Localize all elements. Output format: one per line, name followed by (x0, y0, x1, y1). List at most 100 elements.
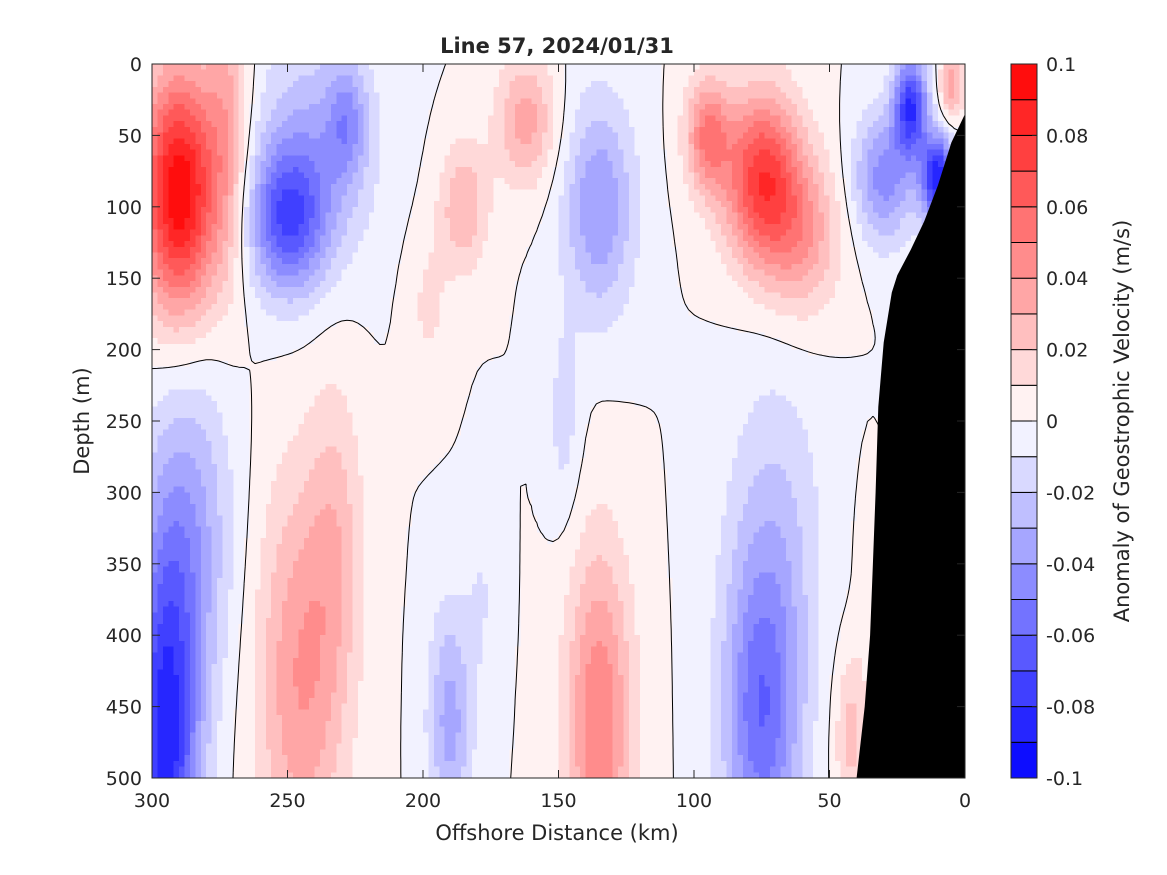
field-cell (710, 218, 717, 225)
field-cell (688, 103, 695, 111)
field-cell (661, 195, 668, 202)
field-cell (395, 235, 402, 242)
field-cell (455, 64, 462, 71)
field-cell (775, 201, 782, 208)
field-cell (189, 218, 196, 225)
field-cell (943, 98, 950, 105)
field-cell (298, 172, 305, 179)
field-cell (292, 115, 299, 122)
field-cell (694, 126, 701, 134)
field-cell (905, 64, 912, 71)
field-cell (238, 201, 245, 208)
field-cell (580, 235, 587, 242)
field-cell (455, 103, 462, 111)
field-cell (721, 69, 728, 77)
field-cell (845, 166, 852, 174)
field-cell (211, 246, 218, 254)
field-cell (553, 229, 560, 236)
field-cell (661, 109, 668, 117)
field-cell (336, 212, 343, 219)
field-cell (650, 183, 657, 191)
field-cell (482, 241, 489, 248)
field-cell (260, 64, 267, 71)
field-cell (330, 235, 337, 242)
field-cell (748, 206, 755, 214)
field-cell (796, 235, 803, 242)
field-cell (444, 218, 451, 225)
field-cell (401, 212, 408, 219)
field-cell (292, 121, 299, 128)
field-cell (683, 206, 690, 214)
field-cell (368, 218, 375, 225)
field-cell (471, 195, 478, 202)
field-cell (444, 155, 451, 162)
field-cell (704, 201, 711, 208)
field-cell (894, 183, 901, 191)
field-cell (872, 218, 879, 225)
field-cell (314, 241, 321, 248)
field-cell (607, 98, 614, 105)
field-cell (179, 75, 186, 82)
field-cell (759, 126, 766, 134)
field-cell (650, 64, 657, 71)
field-cell (222, 252, 229, 259)
field-cell (428, 172, 435, 179)
field-cell (802, 195, 809, 202)
field-cell (672, 212, 679, 219)
field-cell (813, 166, 820, 174)
field-cell (455, 206, 462, 214)
field-cell (558, 229, 565, 236)
field-cell (341, 161, 348, 168)
field-cell (488, 218, 495, 225)
field-cell (292, 109, 299, 117)
field-cell (731, 132, 738, 139)
field-cell (553, 218, 560, 225)
field-cell (899, 98, 906, 105)
field-cell (482, 166, 489, 174)
field-cell (845, 81, 852, 88)
field-cell (862, 183, 869, 191)
field-cell (368, 223, 375, 231)
field-cell (824, 138, 831, 145)
field-cell (363, 64, 370, 71)
field-cell (601, 235, 608, 242)
field-cell (731, 98, 738, 105)
field-cell (412, 126, 419, 134)
field-cell (168, 92, 175, 99)
field-cell (282, 149, 289, 156)
field-cell (211, 109, 218, 117)
field-cell (303, 172, 310, 179)
field-cell (775, 64, 782, 71)
field-cell (303, 115, 310, 122)
field-cell (731, 223, 738, 231)
field-cell (542, 143, 549, 151)
field-cell (455, 212, 462, 219)
field-cell (406, 149, 413, 156)
field-cell (254, 69, 261, 77)
field-cell (872, 189, 879, 196)
field-cell (899, 235, 906, 242)
field-cell (504, 235, 511, 242)
field-cell (943, 103, 950, 111)
field-cell (482, 75, 489, 82)
field-cell (363, 149, 370, 156)
field-cell (347, 75, 354, 82)
field-cell (840, 126, 847, 134)
field-cell (628, 246, 635, 254)
field-cell (395, 229, 402, 236)
field-cell (650, 206, 657, 214)
field-cell (574, 189, 581, 196)
field-cell (542, 201, 549, 208)
field-cell (905, 166, 912, 174)
field-cell (813, 86, 820, 94)
field-cell (260, 103, 267, 111)
field-cell (444, 126, 451, 134)
field-cell (715, 109, 722, 117)
field-cell (287, 109, 294, 117)
field-cell (856, 172, 863, 179)
field-cell (694, 241, 701, 248)
field-cell (433, 81, 440, 88)
field-cell (845, 161, 852, 168)
field-cell (824, 212, 831, 219)
field-cell (677, 195, 684, 202)
